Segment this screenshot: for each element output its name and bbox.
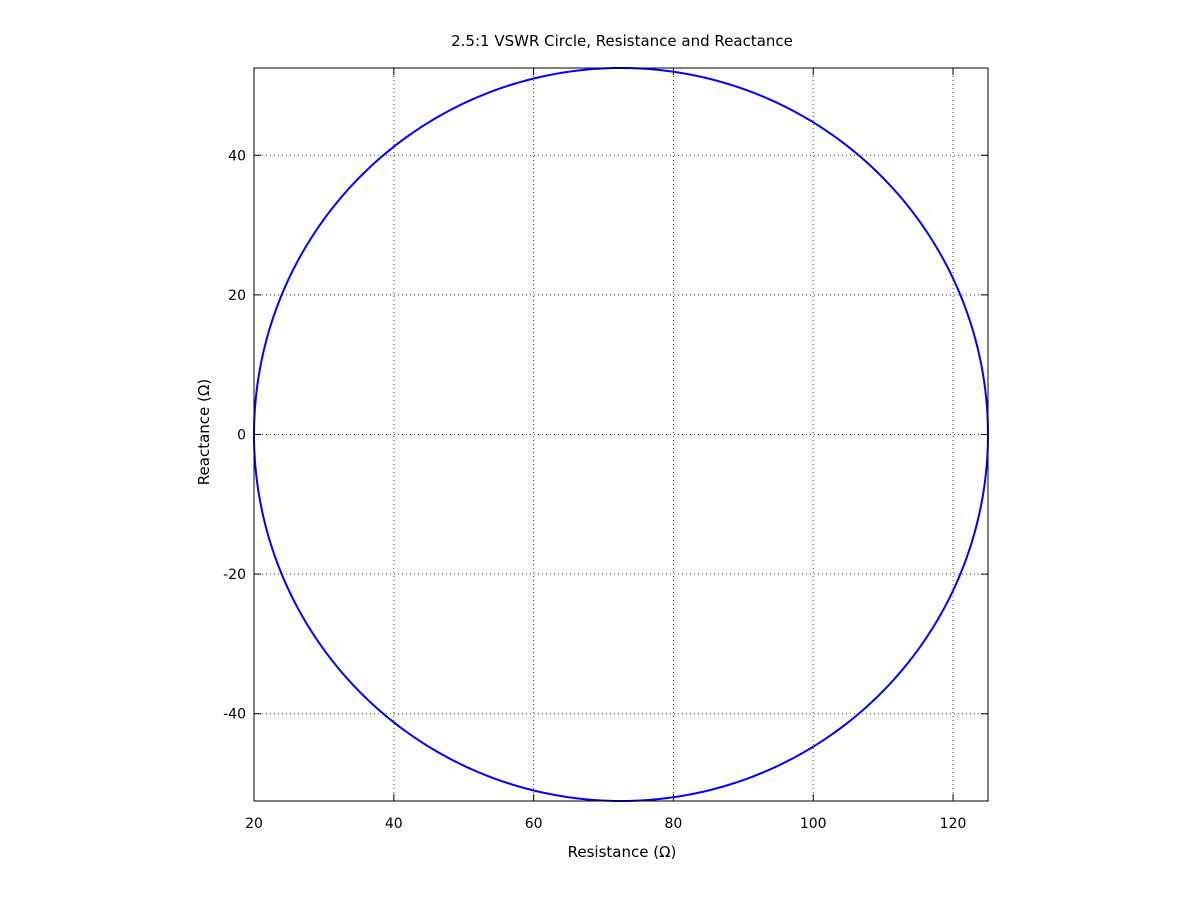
ticks-layer	[253, 68, 988, 801]
y-tick-label: 20	[228, 288, 246, 304]
tick-labels-layer: 20 40 60 80 100 120 -40 -20 0 20 40	[223, 148, 966, 832]
chart-title: 2.5:1 VSWR Circle, Resistance and Reacta…	[451, 32, 793, 50]
x-tick-label: 60	[525, 816, 543, 832]
y-tick-label: -20	[223, 567, 246, 583]
axes-box	[253, 67, 989, 802]
y-tick-label: 40	[228, 148, 246, 164]
grid-layer	[254, 68, 988, 801]
x-tick-label: 20	[245, 816, 263, 832]
y-axis-label: Reactance (Ω)	[195, 379, 213, 485]
series-layer	[252, 66, 990, 803]
x-tick-label: 80	[665, 816, 683, 832]
x-tick-label: 100	[800, 816, 827, 832]
x-tick-label: 120	[940, 816, 967, 832]
vswr-circle-series	[252, 66, 990, 803]
x-tick-label: 40	[385, 816, 403, 832]
y-tick-label: -40	[223, 707, 246, 723]
x-axis-label: Resistance (Ω)	[568, 843, 677, 861]
y-tick-label: 0	[237, 428, 246, 444]
